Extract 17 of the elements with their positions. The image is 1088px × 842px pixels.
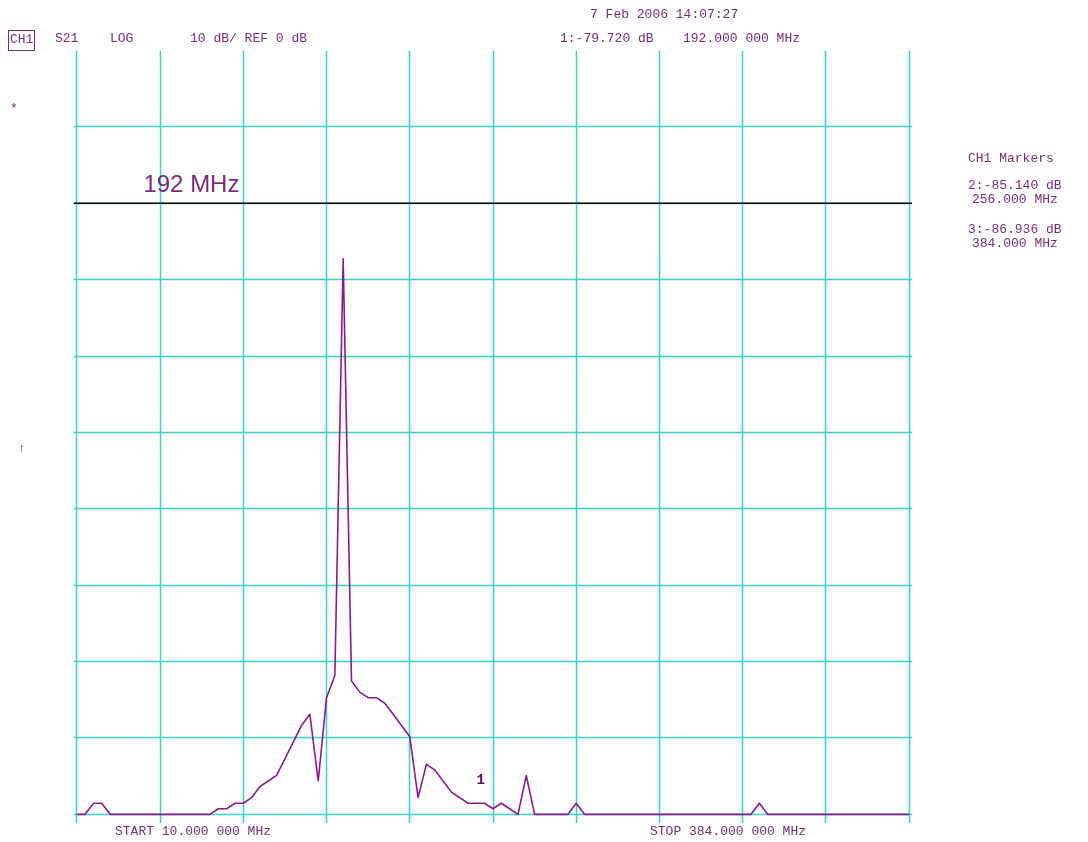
text: * (10, 100, 18, 118)
text: 384.000 MHz (972, 235, 1058, 253)
text: 3:-86.936 dB (968, 221, 1062, 238)
annotation: 1 (476, 771, 485, 788)
text: 2:-85.140 dB (968, 177, 1062, 194)
text: STOP 384.000 000 MHz (650, 823, 807, 841)
text: 256.000 MHz (972, 191, 1058, 209)
text: CH1 (8, 30, 36, 51)
text: CH1 Markers (968, 150, 1054, 168)
text: LOG (110, 30, 134, 48)
text: 7 Feb 2006 14:07:27 (590, 6, 739, 24)
text: S21 (55, 30, 79, 48)
text: ↑ (18, 440, 26, 458)
text: 192.000 000 MHz (683, 30, 801, 48)
text: START 10.000 000 MHz (115, 823, 272, 841)
text: 10 dB/ REF 0 dB (190, 30, 308, 48)
text: 1:-79.720 dB (560, 30, 654, 48)
